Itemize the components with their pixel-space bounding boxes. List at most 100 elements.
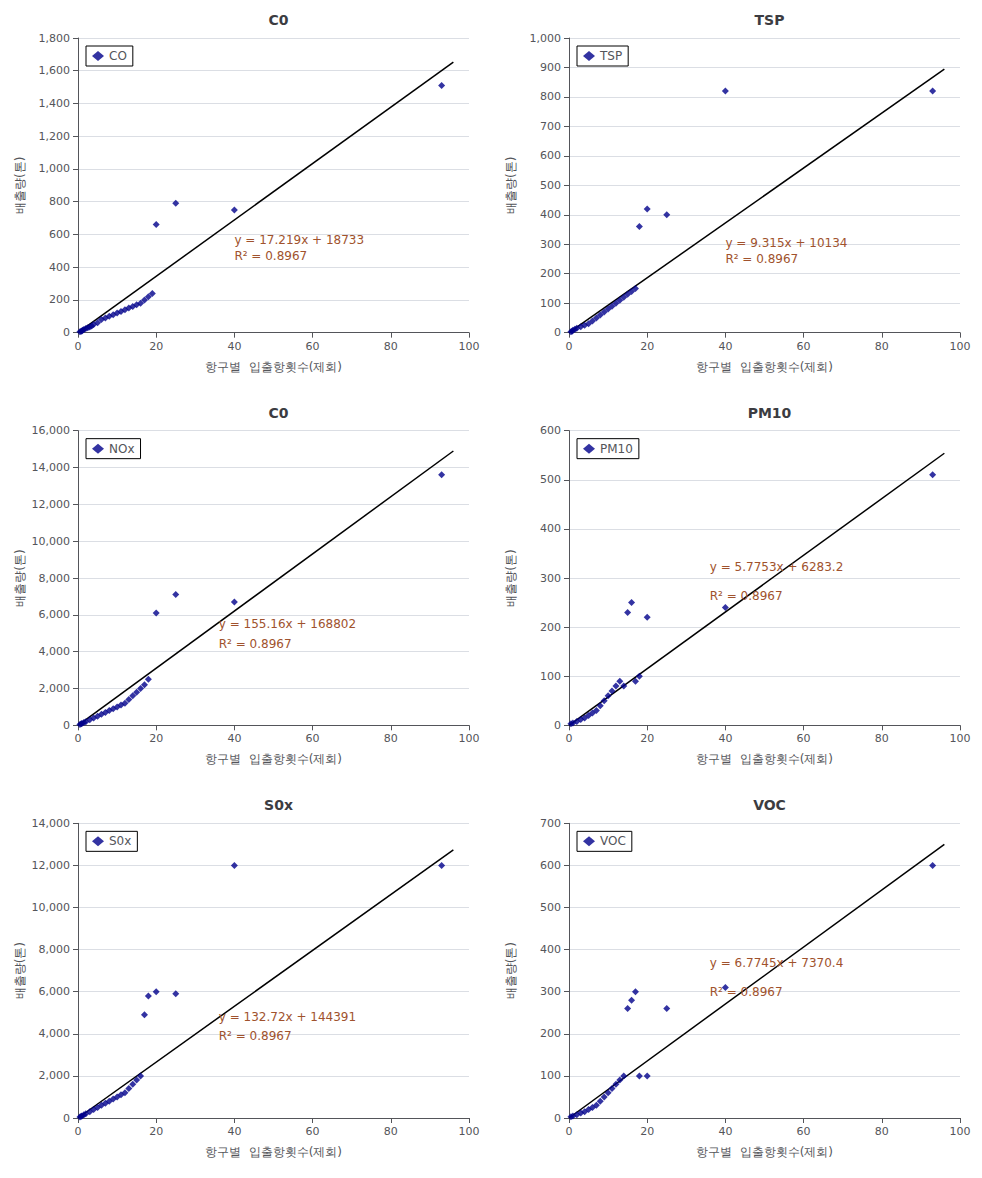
svg-text:80: 80 xyxy=(384,732,398,745)
svg-text:y = 132.72x + 144391: y = 132.72x + 144391 xyxy=(219,1010,356,1024)
svg-text:200: 200 xyxy=(540,1027,561,1040)
svg-text:20: 20 xyxy=(640,1125,654,1138)
svg-text:20: 20 xyxy=(149,340,163,353)
svg-text:1,400: 1,400 xyxy=(39,97,71,110)
svg-text:R² = 0.8967: R² = 0.8967 xyxy=(710,985,783,999)
svg-text:100: 100 xyxy=(950,340,971,353)
svg-text:400: 400 xyxy=(540,943,561,956)
svg-text:0: 0 xyxy=(554,719,561,732)
svg-text:40: 40 xyxy=(718,340,732,353)
svg-text:CO: CO xyxy=(109,49,127,63)
svg-text:2,000: 2,000 xyxy=(39,1069,71,1082)
svg-text:600: 600 xyxy=(540,149,561,162)
svg-text:6,000: 6,000 xyxy=(39,608,71,621)
svg-text:100: 100 xyxy=(540,670,561,683)
svg-text:1,000: 1,000 xyxy=(39,162,71,175)
svg-text:y = 5.7753x + 6283.2: y = 5.7753x + 6283.2 xyxy=(710,560,844,574)
svg-text:TSP: TSP xyxy=(599,49,622,63)
svg-text:R² = 0.8967: R² = 0.8967 xyxy=(219,1029,292,1043)
svg-text:10,000: 10,000 xyxy=(32,901,71,914)
svg-text:y = 6.7745x + 7370.4: y = 6.7745x + 7370.4 xyxy=(710,956,844,970)
svg-text:800: 800 xyxy=(49,195,70,208)
svg-text:항구별 입출항횟수(제회): 항구별 입출항횟수(제회) xyxy=(205,752,342,766)
svg-text:800: 800 xyxy=(540,90,561,103)
svg-text:배출량(톤): 배출량(톤) xyxy=(504,942,518,999)
svg-text:100: 100 xyxy=(459,340,480,353)
svg-text:배출량(톤): 배출량(톤) xyxy=(13,157,27,214)
svg-text:20: 20 xyxy=(149,732,163,745)
svg-text:배출량(톤): 배출량(톤) xyxy=(13,942,27,999)
svg-text:40: 40 xyxy=(718,1125,732,1138)
svg-text:TSP: TSP xyxy=(755,12,785,28)
svg-text:R² = 0.8967: R² = 0.8967 xyxy=(725,252,798,266)
svg-text:200: 200 xyxy=(540,267,561,280)
svg-text:12,000: 12,000 xyxy=(32,859,71,872)
svg-text:100: 100 xyxy=(459,732,480,745)
svg-text:0: 0 xyxy=(75,732,82,745)
svg-text:항구별 입출항횟수(제회): 항구별 입출항횟수(제회) xyxy=(696,360,833,374)
svg-text:16,000: 16,000 xyxy=(32,424,71,437)
svg-text:40: 40 xyxy=(227,1125,241,1138)
svg-text:300: 300 xyxy=(540,238,561,251)
svg-text:y = 9.315x + 10134: y = 9.315x + 10134 xyxy=(725,236,847,250)
svg-text:배출량(톤): 배출량(톤) xyxy=(13,549,27,606)
svg-text:200: 200 xyxy=(49,293,70,306)
svg-text:0: 0 xyxy=(75,1125,82,1138)
svg-text:6,000: 6,000 xyxy=(39,985,71,998)
svg-text:200: 200 xyxy=(540,621,561,634)
svg-text:40: 40 xyxy=(227,732,241,745)
svg-text:1,000: 1,000 xyxy=(530,32,562,45)
svg-text:0: 0 xyxy=(63,326,70,339)
svg-text:500: 500 xyxy=(540,473,561,486)
svg-text:항구별 입출항횟수(제회): 항구별 입출항횟수(제회) xyxy=(205,1145,342,1159)
svg-text:0: 0 xyxy=(75,340,82,353)
svg-text:항구별 입출항횟수(제회): 항구별 입출항횟수(제회) xyxy=(696,752,833,766)
svg-text:0: 0 xyxy=(566,1125,573,1138)
svg-text:14,000: 14,000 xyxy=(32,817,71,830)
svg-text:R² = 0.8967: R² = 0.8967 xyxy=(219,637,292,651)
svg-text:100: 100 xyxy=(950,732,971,745)
svg-text:R² = 0.8967: R² = 0.8967 xyxy=(234,249,307,263)
svg-text:80: 80 xyxy=(875,732,889,745)
svg-text:400: 400 xyxy=(540,522,561,535)
svg-text:40: 40 xyxy=(227,340,241,353)
svg-text:y = 155.16x + 168802: y = 155.16x + 168802 xyxy=(219,617,356,631)
svg-text:700: 700 xyxy=(540,817,561,830)
svg-text:배출량(톤): 배출량(톤) xyxy=(504,157,518,214)
svg-text:1,600: 1,600 xyxy=(39,64,71,77)
svg-text:항구별 입출항횟수(제회): 항구별 입출항횟수(제회) xyxy=(696,1145,833,1159)
svg-text:100: 100 xyxy=(950,1125,971,1138)
svg-text:20: 20 xyxy=(640,340,654,353)
svg-text:0: 0 xyxy=(63,1112,70,1125)
svg-text:900: 900 xyxy=(540,61,561,74)
svg-text:2,000: 2,000 xyxy=(39,682,71,695)
svg-text:80: 80 xyxy=(384,1125,398,1138)
svg-text:500: 500 xyxy=(540,901,561,914)
svg-text:40: 40 xyxy=(718,732,732,745)
svg-text:300: 300 xyxy=(540,572,561,585)
svg-text:60: 60 xyxy=(797,1125,811,1138)
svg-text:80: 80 xyxy=(875,340,889,353)
svg-text:0: 0 xyxy=(63,719,70,732)
svg-text:S0x: S0x xyxy=(264,797,293,813)
svg-text:60: 60 xyxy=(797,340,811,353)
svg-text:700: 700 xyxy=(540,120,561,133)
svg-text:600: 600 xyxy=(540,424,561,437)
svg-text:0: 0 xyxy=(566,732,573,745)
svg-text:300: 300 xyxy=(540,985,561,998)
svg-text:500: 500 xyxy=(540,179,561,192)
svg-text:4,000: 4,000 xyxy=(39,1027,71,1040)
svg-text:PM10: PM10 xyxy=(600,442,633,456)
svg-text:100: 100 xyxy=(540,297,561,310)
svg-text:100: 100 xyxy=(459,1125,480,1138)
svg-text:VOC: VOC xyxy=(600,834,626,848)
svg-text:8,000: 8,000 xyxy=(39,572,71,585)
svg-text:S0x: S0x xyxy=(109,834,131,848)
svg-text:400: 400 xyxy=(540,208,561,221)
svg-text:600: 600 xyxy=(49,228,70,241)
svg-text:0: 0 xyxy=(554,326,561,339)
svg-text:항구별 입출항횟수(제회): 항구별 입출항횟수(제회) xyxy=(205,360,342,374)
svg-text:0: 0 xyxy=(554,1112,561,1125)
svg-text:100: 100 xyxy=(540,1069,561,1082)
svg-text:y = 17.219x + 18733: y = 17.219x + 18733 xyxy=(234,233,364,247)
